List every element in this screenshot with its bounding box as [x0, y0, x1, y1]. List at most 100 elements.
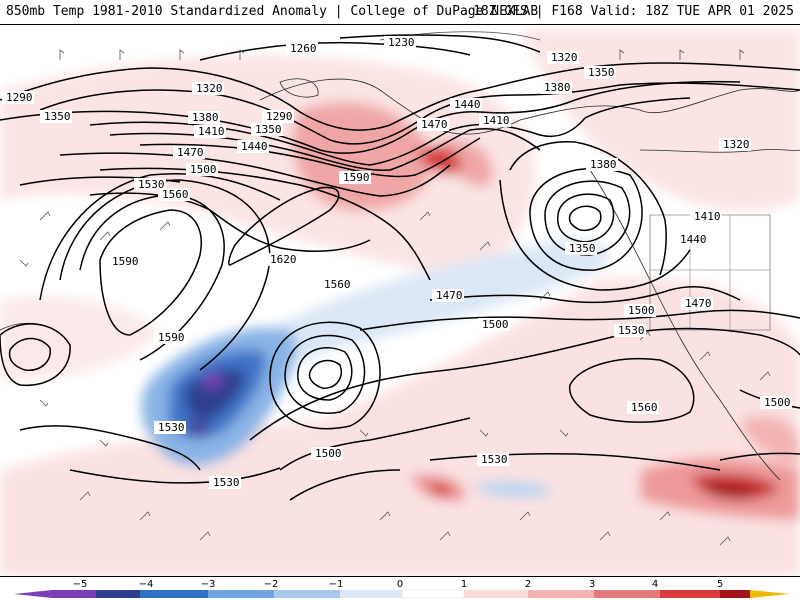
- contour-label: 1470: [436, 289, 463, 302]
- contour-1500-band: [359, 309, 800, 331]
- contour-label: 1470: [421, 118, 448, 131]
- contour-label: 1440: [241, 140, 268, 153]
- colorbar-ticks: −5 −4 −3 −2 −1 0 1 2 3 4 5: [73, 579, 724, 590]
- coastline: [259, 78, 521, 135]
- contour-low-ne-4: [529, 167, 643, 271]
- contour-1530-east: [719, 452, 800, 461]
- contour-low-nw-2: [0, 323, 71, 387]
- colorbar-band: [52, 590, 96, 598]
- warm-anomaly-region: [292, 102, 432, 211]
- contour-label: 1470: [177, 146, 204, 159]
- contour-low-ne-3: [544, 180, 631, 256]
- contour-label: 1500: [482, 318, 509, 331]
- contour-label: 1530: [213, 476, 240, 489]
- contour-label: 1290: [266, 110, 293, 123]
- coastlines: [0, 31, 800, 481]
- contour-low-mid: [308, 359, 342, 389]
- map-canvas: 1260 1230 1320 1350 1380 1290 1320 1350 …: [0, 24, 800, 576]
- colorbar-tick-label: 1: [461, 579, 467, 590]
- contour-1260: [199, 41, 471, 61]
- contour-1470: [59, 152, 451, 197]
- contour-1410-east: [509, 141, 667, 276]
- contour-label: 1590: [343, 171, 370, 184]
- contour-label: 1500: [628, 304, 655, 317]
- colorbar-band: [528, 590, 594, 598]
- cold-anomaly-core: [185, 422, 210, 435]
- contour-low-ne-2: [557, 193, 615, 243]
- coastline: [519, 88, 800, 121]
- contour-label: 1440: [454, 98, 481, 111]
- colorbar-tick-label: 2: [525, 579, 531, 590]
- contour-1230: [339, 34, 541, 53]
- contour-1440: [139, 137, 481, 178]
- contour-1530-band: [249, 327, 800, 441]
- contour-1470-band: [429, 286, 741, 304]
- contour-label: 1350: [255, 123, 282, 136]
- contour-low-ne-1: [568, 205, 602, 232]
- warm-anomaly-core: [428, 483, 453, 496]
- contour-1500-sw: [19, 425, 201, 471]
- colorbar-min-arrow: [14, 590, 52, 598]
- colorbar: −5 −4 −3 −2 −1 0 1 2 3 4 5: [0, 576, 800, 600]
- contour-1560-west: [59, 179, 271, 371]
- contour-label: 1590: [158, 331, 185, 344]
- contour-label: 1350: [569, 242, 596, 255]
- colorbar-band: [720, 590, 750, 598]
- warm-anomaly-region: [0, 278, 800, 576]
- contour-1530-coast: [279, 417, 471, 471]
- colorbar-max-arrow: [750, 590, 790, 598]
- colorbar-tick-label: −5: [73, 579, 88, 590]
- wind-barbs: [19, 49, 771, 546]
- contour-low-mid-4: [269, 321, 381, 430]
- coastline: [279, 78, 319, 98]
- contour-label: 1530: [138, 178, 165, 191]
- contour-1530-south: [429, 453, 721, 471]
- contour-1530-west: [39, 172, 281, 301]
- contour-label: 1530: [481, 453, 508, 466]
- contour-label: 1590: [112, 255, 139, 268]
- coastline: [639, 149, 800, 153]
- contour-label: 1230: [388, 36, 415, 49]
- contour-label: 1470: [685, 297, 712, 310]
- contour-1500-se: [289, 469, 401, 501]
- contour-label: 1560: [631, 401, 658, 414]
- contour-low-mid-2: [297, 347, 353, 401]
- colorbar-band: [340, 590, 402, 598]
- contour-label: 1410: [483, 114, 510, 127]
- colorbar-tick-label: 3: [589, 579, 595, 590]
- cold-anomaly-core: [184, 368, 245, 421]
- contour-label: 1620: [270, 253, 297, 266]
- contour-label: 1500: [315, 447, 342, 460]
- contour-label: 1260: [290, 42, 317, 55]
- contour-low-nw: [8, 337, 51, 371]
- contour-1290: [0, 62, 800, 131]
- contour-label: 1530: [158, 421, 185, 434]
- contour-label: 1560: [324, 278, 351, 291]
- contour-labels: 1260 1230 1320 1350 1380 1290 1320 1350 …: [2, 36, 792, 489]
- contour-1620: [228, 186, 340, 266]
- colorbar-tick-label: −2: [264, 579, 279, 590]
- contour-1500: [99, 167, 431, 281]
- contour-label: 1320: [196, 82, 223, 95]
- contour-label: 1500: [190, 163, 217, 176]
- colorbar-tick-label: 4: [652, 579, 658, 590]
- contour-label: 1530: [618, 324, 645, 337]
- colorbar-tick-label: −4: [139, 579, 154, 590]
- colorbar-tick-label: 5: [717, 579, 723, 590]
- model-valid-time: 18Z GFS | F168 Valid: 18Z TUE APR 01 202…: [473, 4, 794, 19]
- colorbar-band: [401, 589, 465, 599]
- contour-label: 1380: [590, 158, 617, 171]
- contour-label: 1320: [723, 138, 750, 151]
- contour-label: 1500: [764, 396, 791, 409]
- contour-1560-east: [568, 357, 695, 423]
- contour-label: 1410: [694, 210, 721, 223]
- contour-1440-east: [499, 179, 691, 291]
- header-bar: 850mb Temp 1981-2010 Standardized Anomal…: [0, 0, 800, 25]
- warm-anomaly-region: [0, 296, 160, 380]
- contour-label: 1290: [6, 91, 33, 104]
- warm-anomaly-core: [418, 146, 462, 175]
- anomaly-map: 1260 1230 1320 1350 1380 1290 1320 1350 …: [0, 24, 800, 576]
- contour-1380: [89, 97, 691, 166]
- contour-label: 1350: [44, 110, 71, 123]
- colorbar-tick-label: −1: [329, 579, 344, 590]
